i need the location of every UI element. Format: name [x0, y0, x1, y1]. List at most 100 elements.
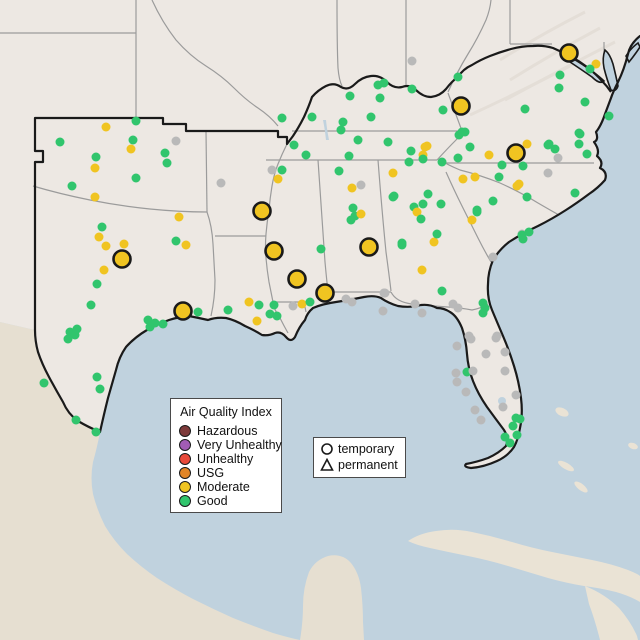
station-dot [452, 377, 462, 387]
station-dot [223, 305, 233, 315]
station-dot [412, 207, 422, 217]
unhealthy-swatch-icon [179, 453, 191, 465]
station-dot [95, 384, 105, 394]
moderate-swatch-icon [179, 481, 191, 493]
station-dot [461, 387, 471, 397]
station-dot [269, 300, 279, 310]
station-dot [470, 172, 480, 182]
station-dot [418, 199, 428, 209]
station-dot [407, 84, 417, 94]
station-dot [397, 238, 407, 248]
station-dot [451, 368, 461, 378]
state-lines [0, 0, 605, 334]
station-dot [160, 148, 170, 158]
station-dot [378, 306, 388, 316]
station-dot [67, 181, 77, 191]
station-dot [458, 174, 468, 184]
station-dot [193, 307, 203, 317]
permanent-triangle-icon [320, 458, 334, 471]
station-dot [604, 111, 614, 121]
temporary-event-marker [451, 96, 471, 116]
temporary-event-marker [315, 283, 335, 303]
station-dot [574, 128, 584, 138]
station-dot [491, 333, 501, 343]
temporary-events-layer [112, 43, 579, 321]
station-dot [418, 154, 428, 164]
station-dot [94, 232, 104, 242]
station-dot [90, 192, 100, 202]
cuba-land [408, 529, 640, 602]
station-dot [216, 178, 226, 188]
station-dot [417, 308, 427, 318]
station-dot [244, 297, 254, 307]
station-dot [582, 149, 592, 159]
station-dot [143, 315, 153, 325]
station-dot [476, 415, 486, 425]
station-dot [416, 214, 426, 224]
station-dot [497, 160, 507, 170]
temporary-event-marker [252, 201, 272, 221]
station-dot [375, 93, 385, 103]
station-dot [171, 236, 181, 246]
station-dot [162, 158, 172, 168]
station-dot [301, 150, 311, 160]
station-dot [92, 372, 102, 382]
usg-swatch-icon [179, 467, 191, 479]
station-dot [524, 227, 534, 237]
temporary-event-marker [506, 143, 526, 163]
temporary-event-marker [287, 269, 307, 289]
station-dot [417, 265, 427, 275]
aqi-legend: Air Quality Index Hazardous Very Unhealt… [170, 398, 282, 513]
station-dot [570, 188, 580, 198]
station-dot [452, 341, 462, 351]
station-dot [453, 303, 463, 313]
station-dot [429, 237, 439, 247]
station-dot [511, 390, 521, 400]
station-dot [494, 172, 504, 182]
station-dot [72, 324, 82, 334]
station-dot [334, 166, 344, 176]
station-dot [517, 230, 527, 240]
station-dot [437, 286, 447, 296]
station-dot [289, 140, 299, 150]
cuba-east-land [585, 586, 638, 640]
temporary-event-marker [559, 43, 579, 63]
station-dot [86, 300, 96, 310]
station-dot [407, 56, 417, 66]
station-dot [515, 414, 525, 424]
station-dot [437, 157, 447, 167]
station-dot [344, 151, 354, 161]
station-dot [488, 196, 498, 206]
yucatan-land [300, 555, 364, 640]
station-dot [131, 173, 141, 183]
station-dot [90, 163, 100, 173]
station-dot [404, 157, 414, 167]
station-dot [174, 212, 184, 222]
station-dot [126, 144, 136, 154]
station-dot [265, 309, 275, 319]
station-dot [520, 104, 530, 114]
station-dot [71, 415, 81, 425]
station-dot [436, 199, 446, 209]
station-dot [145, 322, 155, 332]
station-dot [550, 144, 560, 154]
station-dot [432, 229, 442, 239]
mexico-land [0, 322, 300, 640]
station-dot [453, 72, 463, 82]
station-dot [383, 137, 393, 147]
stations-layer [39, 56, 614, 448]
station-dot [171, 136, 181, 146]
station-dot [460, 127, 470, 137]
station-dot [522, 139, 532, 149]
station-dot [554, 83, 564, 93]
station-dot [277, 165, 287, 175]
station-dot [379, 288, 389, 298]
symbol-legend: temporary permanent [313, 437, 406, 478]
station-dot [181, 240, 191, 250]
station-dot [379, 78, 389, 88]
temporary-circle-icon [321, 443, 333, 455]
coastline [33, 34, 640, 470]
aqi-legend-title: Air Quality Index [180, 405, 272, 419]
